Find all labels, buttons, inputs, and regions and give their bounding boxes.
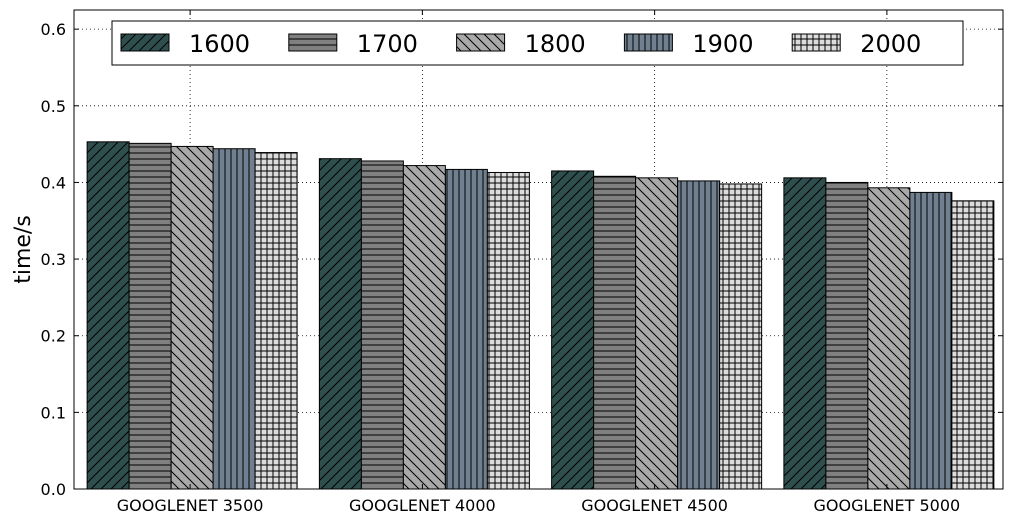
x-category-label: GOOGLENET 4500	[581, 496, 728, 515]
y-tick-label: 0.5	[41, 97, 66, 116]
bar-2000-3	[719, 183, 763, 490]
bar-1700-4	[825, 181, 869, 490]
legend-swatch-1600	[120, 33, 170, 52]
legend: 1600 1700 1800 1900 2000	[111, 20, 964, 66]
x-axis-categories: GOOGLENET 3500 GOOGLENET 4000 GOOGLENET 45…	[117, 10, 960, 515]
bar-1700-2	[360, 160, 404, 490]
x-category-label: GOOGLENET 5000	[814, 496, 961, 515]
bar-1600-2	[318, 158, 362, 490]
bar-1900-4	[909, 191, 953, 490]
plot-frame	[73, 9, 1004, 490]
bar-2000-1	[254, 152, 298, 490]
y-tick-label: 0.0	[41, 480, 66, 499]
bar-1700-1	[128, 142, 172, 490]
bar-1900-2	[444, 168, 488, 490]
bar-2000-2	[486, 171, 530, 490]
legend-label-2000: 2000	[860, 30, 921, 58]
bar-2000-4	[951, 200, 995, 490]
legend-label-1700: 1700	[357, 30, 418, 58]
legend-swatch-1800	[456, 33, 506, 52]
y-tick-label: 0.4	[41, 173, 66, 192]
legend-swatch-1700	[288, 33, 338, 52]
bar-1700-3	[593, 175, 637, 490]
y-tick-label: 0.1	[41, 403, 66, 422]
y-axis-title: time/s	[11, 215, 36, 284]
bar-1900-3	[677, 180, 721, 490]
bar-1600-3	[551, 170, 595, 490]
y-tick-label: 0.2	[41, 327, 66, 346]
bar-1600-4	[783, 177, 827, 490]
bar-1800-4	[867, 187, 911, 490]
y-axis-ticks: 0.0 0.1 0.2 0.3 0.4 0.5 0.6	[41, 20, 1003, 499]
y-tick-label: 0.6	[41, 20, 66, 39]
bar-1800-3	[635, 177, 679, 490]
legend-label-1600: 1600	[189, 30, 250, 58]
x-category-label: GOOGLENET 3500	[117, 496, 264, 515]
bar-1800-1	[170, 145, 214, 490]
bar-1900-1	[212, 148, 256, 490]
legend-label-1800: 1800	[525, 30, 586, 58]
legend-swatch-1900	[623, 33, 673, 52]
legend-label-1900: 1900	[692, 30, 753, 58]
bars	[86, 141, 995, 490]
legend-swatch-2000	[791, 33, 841, 52]
bar-1800-2	[402, 165, 446, 490]
y-tick-label: 0.3	[41, 250, 66, 269]
x-category-label: GOOGLENET 4000	[349, 496, 496, 515]
bar-1600-1	[86, 141, 130, 490]
